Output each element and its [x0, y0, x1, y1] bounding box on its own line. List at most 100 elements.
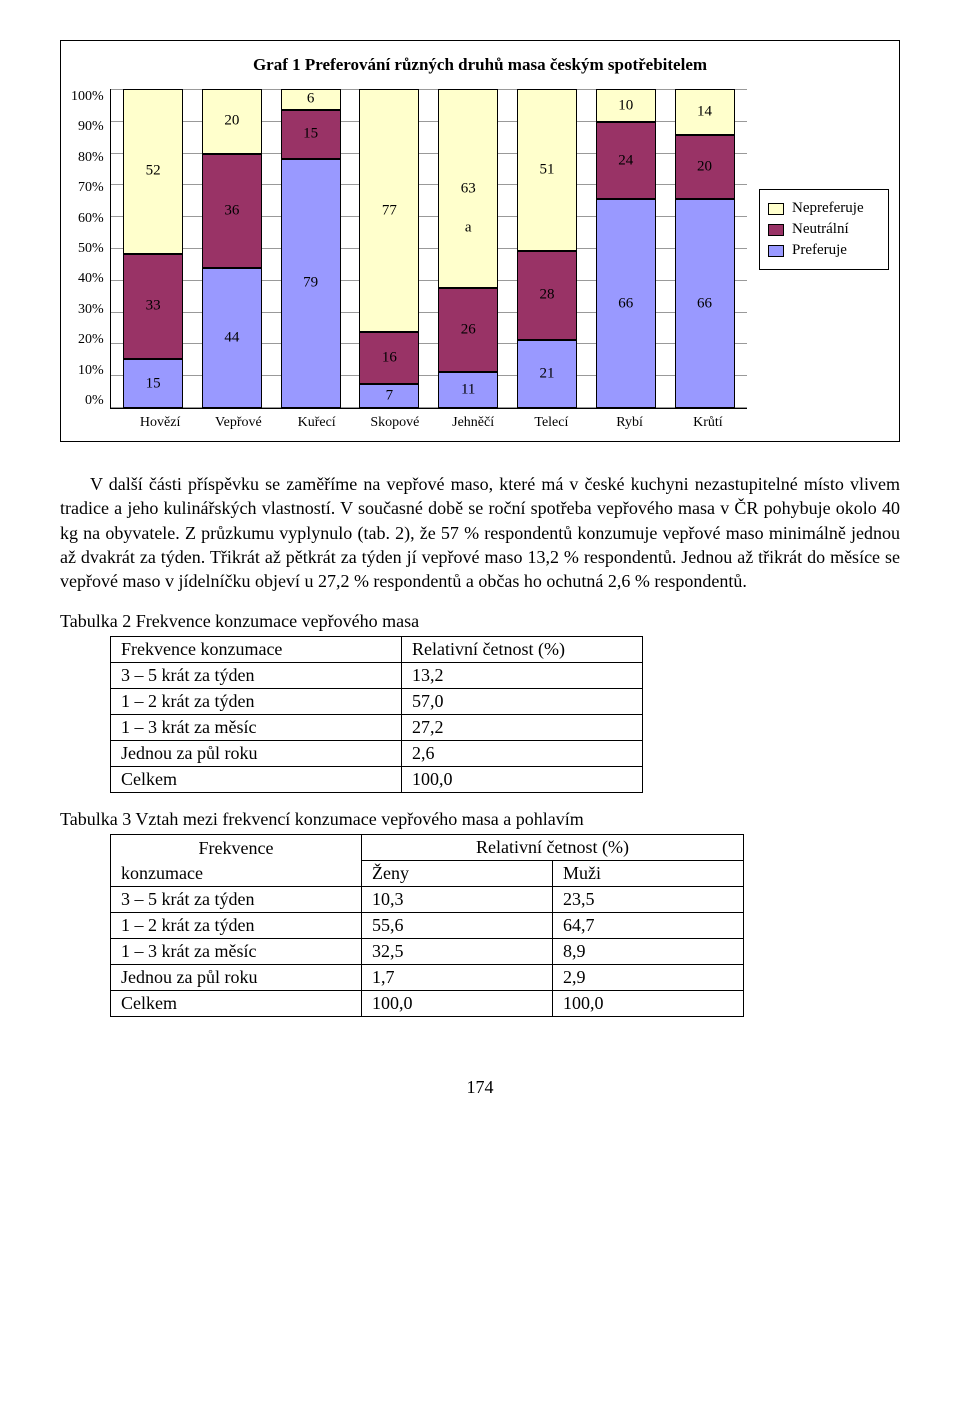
legend-label: Nepreferuje: [792, 200, 864, 217]
x-axis: HovězíVepřovéKuřecíSkopovéJehněčíTelecíR…: [121, 415, 747, 431]
table-row: 3 – 5 krát za týden10,323,5: [111, 887, 744, 913]
bar-segment: 44: [202, 268, 262, 408]
table-cell: Celkem: [111, 991, 362, 1017]
segment-label: 6: [307, 91, 315, 108]
bar: 10 24 66: [596, 89, 656, 408]
page-number: 174: [60, 1077, 900, 1098]
segment-label: 44: [224, 330, 239, 347]
segment-label: 14: [697, 103, 712, 120]
bar-segment: 21: [517, 340, 577, 408]
segment-label: 10: [618, 97, 633, 114]
table-cell: 100,0: [402, 767, 643, 793]
body-paragraph-1: V další části příspěvku se zaměříme na v…: [60, 472, 900, 593]
bar-segment: 79: [281, 159, 341, 408]
x-tick: Kuřecí: [284, 415, 350, 431]
bar: 20 36 44: [202, 89, 262, 408]
x-tick: Rybí: [597, 415, 663, 431]
table-cell: 1 – 3 krát za měsíc: [111, 939, 362, 965]
table-cell: Jednou za půl roku: [111, 741, 402, 767]
bar-segment: 20: [202, 89, 262, 154]
y-tick: 20%: [78, 332, 104, 348]
table-header-cell: konzumace: [111, 861, 362, 887]
y-tick: 0%: [85, 393, 104, 409]
x-tick: Hovězí: [127, 415, 193, 431]
table-cell: 55,6: [362, 913, 553, 939]
bar-segment: 33: [123, 254, 183, 359]
segment-label: 15: [303, 126, 318, 143]
segment-extra-label: a: [465, 220, 472, 237]
table-header-cell: Muži: [553, 861, 744, 887]
bar-segment: 66: [596, 199, 656, 408]
table-cell: 64,7: [553, 913, 744, 939]
bar: 5128 21: [517, 89, 577, 408]
segment-label: 26: [461, 321, 476, 338]
legend-item: Preferuje: [768, 242, 880, 259]
table-row: 3 – 5 krát za týden13,2: [111, 663, 643, 689]
table3: FrekvenceRelativní četnost (%)konzumaceŽ…: [110, 834, 744, 1017]
table-cell: 32,5: [362, 939, 553, 965]
table-cell: 1 – 2 krát za týden: [111, 913, 362, 939]
bar-segment: 77: [359, 89, 419, 332]
table-cell: Jednou za půl roku: [111, 965, 362, 991]
segment-label: 52: [146, 163, 161, 180]
x-tick: Jehněčí: [440, 415, 506, 431]
table-cell: 10,3: [362, 887, 553, 913]
bar-segment: 15: [123, 359, 183, 408]
table-cell: 2,6: [402, 741, 643, 767]
y-tick: 10%: [78, 363, 104, 379]
bar-segment: 16: [359, 332, 419, 384]
bar-segment: 51: [517, 89, 577, 251]
y-tick: 30%: [78, 302, 104, 318]
bar: 6 15 79: [281, 89, 341, 408]
table-cell: 57,0: [402, 689, 643, 715]
x-tick: Telecí: [518, 415, 584, 431]
y-tick: 70%: [78, 180, 104, 196]
x-tick: Skopové: [362, 415, 428, 431]
segment-label: 7: [386, 388, 394, 405]
bar-segment: 66: [675, 199, 735, 408]
legend-item: Nepreferuje: [768, 200, 880, 217]
bar-segment: 11: [438, 372, 498, 408]
table-row: 1 – 3 krát za měsíc27,2: [111, 715, 643, 741]
table-cell: 2,9: [553, 965, 744, 991]
segment-label: 20: [697, 159, 712, 176]
table-cell: 13,2: [402, 663, 643, 689]
segment-label: 63: [461, 180, 476, 197]
table-header-cell: Ženy: [362, 861, 553, 887]
table-row: Celkem100,0100,0: [111, 991, 744, 1017]
table-row: 1 – 3 krát za měsíc32,5 8,9: [111, 939, 744, 965]
segment-label: 21: [539, 366, 554, 383]
legend-swatch: [768, 224, 784, 236]
table-cell: 3 – 5 krát za týden: [111, 887, 362, 913]
table-cell: 27,2: [402, 715, 643, 741]
table-row: 1 – 2 krát za týden55,664,7: [111, 913, 744, 939]
chart-title: Graf 1 Preferování různých druhů masa če…: [71, 55, 889, 75]
table-cell: 100,0: [362, 991, 553, 1017]
segment-label: 16: [382, 350, 397, 367]
bar-segment: 28: [517, 251, 577, 341]
bar-segment: 52: [123, 89, 183, 254]
bar: 52 3315: [123, 89, 183, 408]
y-axis: 100%90%80%70%60%50%40%30%20%10%0%: [71, 89, 110, 409]
table-cell: 23,5: [553, 887, 744, 913]
bar-segment: 36: [202, 154, 262, 269]
segment-label: 77: [382, 202, 397, 219]
y-tick: 90%: [78, 119, 104, 135]
segment-label: 20: [224, 113, 239, 130]
table-cell: 1,7: [362, 965, 553, 991]
legend-item: Neutrální: [768, 221, 880, 238]
table-cell: 1 – 2 krát za týden: [111, 689, 402, 715]
segment-label: 24: [618, 152, 633, 169]
y-tick: 50%: [78, 241, 104, 257]
table2: Frekvence konzumaceRelativní četnost (%)…: [110, 636, 643, 793]
table-header-cell: Relativní četnost (%): [362, 835, 744, 861]
bar-segment: 63 a: [438, 89, 498, 288]
chart-plot: 100%90%80%70%60%50%40%30%20%10%0% 523315…: [71, 89, 747, 409]
bar-segment: 26: [438, 288, 498, 371]
table3-title: Tabulka 3 Vztah mezi frekvencí konzumace…: [60, 809, 900, 830]
table-row: 1 – 2 krát za týden57,0: [111, 689, 643, 715]
table-cell: 1 – 3 krát za měsíc: [111, 715, 402, 741]
x-tick: Krůtí: [675, 415, 741, 431]
bar-segment: 20: [675, 135, 735, 200]
chart-container: Graf 1 Preferování různých druhů masa če…: [60, 40, 900, 442]
